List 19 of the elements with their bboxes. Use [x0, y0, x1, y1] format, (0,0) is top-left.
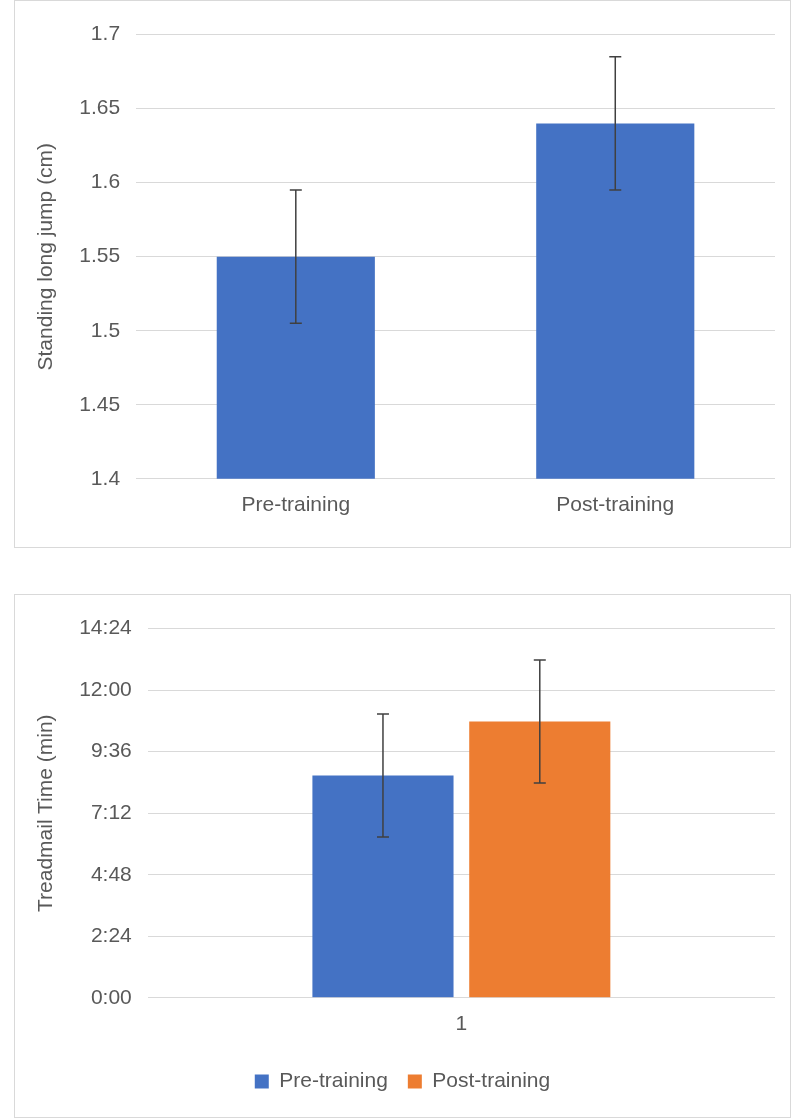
- y-tick-label: 4:48: [90, 861, 132, 885]
- y-tick-label: 14:24: [79, 615, 133, 639]
- y-tick-label: 1.55: [79, 243, 121, 267]
- y-tick-label: 1.65: [79, 95, 121, 119]
- y-tick-label: 2:24: [90, 923, 133, 947]
- y-tick-label: 1.6: [90, 169, 121, 193]
- y-tick-label: 1.7: [90, 21, 121, 45]
- legend-label: Pre-training: [279, 1068, 388, 1092]
- y-tick-label: 1.4: [90, 465, 121, 489]
- y-tick-label: 1.5: [90, 317, 121, 341]
- y-tick-label: 12:00: [79, 676, 132, 700]
- x-tick-label: 1: [455, 1011, 468, 1035]
- y-tick-label: 9:36: [90, 738, 132, 762]
- legend-label: Post-training: [432, 1068, 551, 1092]
- y-tick-label: 0:00: [90, 984, 132, 1008]
- y-tick-label: 1.45: [79, 391, 121, 415]
- y-axis-title: Treadmail Time (min): [33, 714, 57, 912]
- y-axis-title: Standing long jump (cm): [33, 142, 57, 371]
- y-tick-label: 7:12: [90, 800, 132, 823]
